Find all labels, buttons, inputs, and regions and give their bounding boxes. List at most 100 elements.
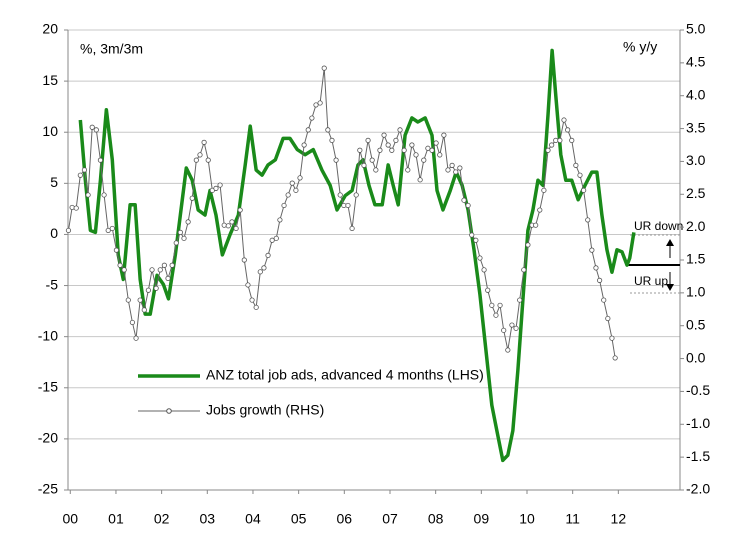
point [349,225,355,232]
point [221,222,227,228]
point [229,219,235,225]
point [85,192,91,198]
point [525,242,531,248]
point [325,127,331,133]
point [73,205,79,211]
point [521,267,527,273]
point [253,304,259,310]
x-tick-label: 10 [519,511,535,527]
point [369,157,375,163]
x-tick-label: 04 [245,511,261,527]
y2-tick-label: 1.0 [686,284,706,300]
y2-tick-label: 3.0 [686,152,706,168]
point [605,315,611,322]
y2-tick-label: 4.5 [686,54,706,70]
point [305,127,311,133]
point [113,247,120,253]
legend-label: Jobs growth (RHS) [206,402,324,418]
y-tick-label: -25 [38,481,58,497]
point [141,307,147,313]
point [453,169,459,175]
point [473,237,479,243]
point [265,252,271,258]
point [409,142,415,148]
x-tick-label: 08 [428,511,444,527]
point [201,139,207,145]
point [133,335,139,341]
point [509,322,515,328]
ur-up-label: UR up [634,274,668,288]
y-tick-label: -15 [38,378,58,394]
point [89,124,95,130]
point [497,302,503,308]
x-tick-label: 07 [382,511,398,527]
x-tick-label: 09 [474,511,490,527]
point [213,185,219,191]
point [393,137,399,143]
point [297,175,303,181]
point [609,335,615,341]
point [501,327,507,333]
point [165,275,171,281]
point [573,162,579,168]
point [285,192,291,198]
point [389,147,395,153]
point [197,152,203,158]
x-tick-label: 05 [291,511,307,527]
point [421,157,427,163]
point [189,195,195,201]
point [121,267,127,273]
point [401,147,407,153]
x-tick-label: 02 [154,511,170,527]
left-axis-unit: %, 3m/3m [80,41,143,57]
point [597,277,603,283]
point [477,255,483,261]
point [373,167,379,173]
point [449,162,455,168]
point [145,287,151,293]
point [129,319,135,326]
point [93,127,99,133]
point [161,262,167,268]
point [557,137,563,143]
point [273,235,279,241]
point [481,267,487,273]
point [469,232,475,238]
point [193,157,199,163]
point [261,265,267,271]
point [137,297,143,303]
point [577,172,583,178]
point [465,202,471,209]
ur-down-label: UR down [634,219,683,233]
x-tick-label: 12 [611,511,627,527]
point [97,157,104,163]
ur-arrow-head [666,284,674,291]
point [125,297,131,303]
x-tick-label: 01 [108,511,124,527]
point [561,117,567,123]
y2-tick-label: 3.5 [686,119,706,135]
point [185,219,191,225]
point [281,202,287,209]
point [249,297,255,303]
point [397,127,403,133]
point [257,269,263,275]
point [77,172,83,178]
point [317,100,323,106]
point [329,137,335,143]
point [177,229,183,235]
point [381,132,387,138]
y-tick-label: -5 [46,276,59,292]
point [169,262,175,268]
y2-tick-label: -1.0 [686,415,710,431]
point [405,167,411,173]
point [549,142,555,148]
y-tick-label: 5 [50,174,58,190]
point [233,225,239,232]
point [65,227,72,234]
point [457,165,463,171]
point [269,237,275,243]
point [301,142,307,148]
series-line [78,48,636,463]
y-tick-label: -20 [38,430,58,446]
